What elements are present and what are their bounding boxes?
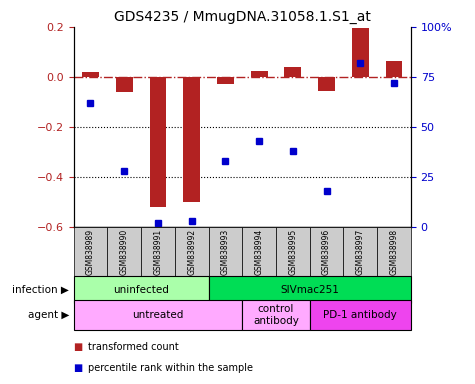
Text: transformed count: transformed count — [88, 342, 179, 352]
Bar — [141, 227, 175, 276]
Text: GSM838994: GSM838994 — [255, 228, 264, 275]
Bar — [175, 227, 209, 276]
Bar — [386, 61, 402, 77]
Text: ■: ■ — [74, 363, 83, 373]
Text: percentile rank within the sample: percentile rank within the sample — [88, 363, 253, 373]
Text: untreated: untreated — [132, 310, 184, 320]
Bar — [285, 67, 301, 77]
Bar — [116, 77, 133, 92]
Bar — [318, 77, 335, 91]
Bar — [217, 77, 234, 84]
Bar — [82, 72, 99, 77]
Text: GSM838995: GSM838995 — [288, 228, 297, 275]
Text: GSM838997: GSM838997 — [356, 228, 365, 275]
Text: control
antibody: control antibody — [253, 304, 299, 326]
Text: GSM838992: GSM838992 — [187, 228, 196, 275]
Bar — [310, 227, 343, 276]
Text: GSM838990: GSM838990 — [120, 228, 129, 275]
Text: SIVmac251: SIVmac251 — [280, 285, 339, 295]
Bar — [377, 227, 411, 276]
Text: GSM838989: GSM838989 — [86, 228, 95, 275]
Text: infection ▶: infection ▶ — [12, 285, 69, 295]
Bar — [242, 227, 276, 276]
Text: GSM838991: GSM838991 — [153, 228, 162, 275]
Text: GSM838993: GSM838993 — [221, 228, 230, 275]
Bar — [74, 276, 209, 303]
Text: agent ▶: agent ▶ — [28, 310, 69, 320]
Bar — [209, 276, 411, 303]
Bar — [209, 227, 242, 276]
Title: GDS4235 / MmugDNA.31058.1.S1_at: GDS4235 / MmugDNA.31058.1.S1_at — [114, 10, 370, 25]
Bar — [150, 77, 166, 207]
Bar — [276, 227, 310, 276]
Text: PD-1 antibody: PD-1 antibody — [323, 310, 397, 320]
Bar — [74, 300, 242, 330]
Bar — [107, 227, 141, 276]
Text: GSM838998: GSM838998 — [390, 228, 399, 275]
Bar — [242, 300, 310, 330]
Text: uninfected: uninfected — [113, 285, 169, 295]
Text: ■: ■ — [74, 342, 83, 352]
Bar — [183, 77, 200, 202]
Bar — [251, 71, 267, 77]
Bar — [310, 300, 411, 330]
Bar — [343, 227, 377, 276]
Bar — [352, 28, 369, 77]
Bar — [74, 227, 107, 276]
Text: GSM838996: GSM838996 — [322, 228, 331, 275]
